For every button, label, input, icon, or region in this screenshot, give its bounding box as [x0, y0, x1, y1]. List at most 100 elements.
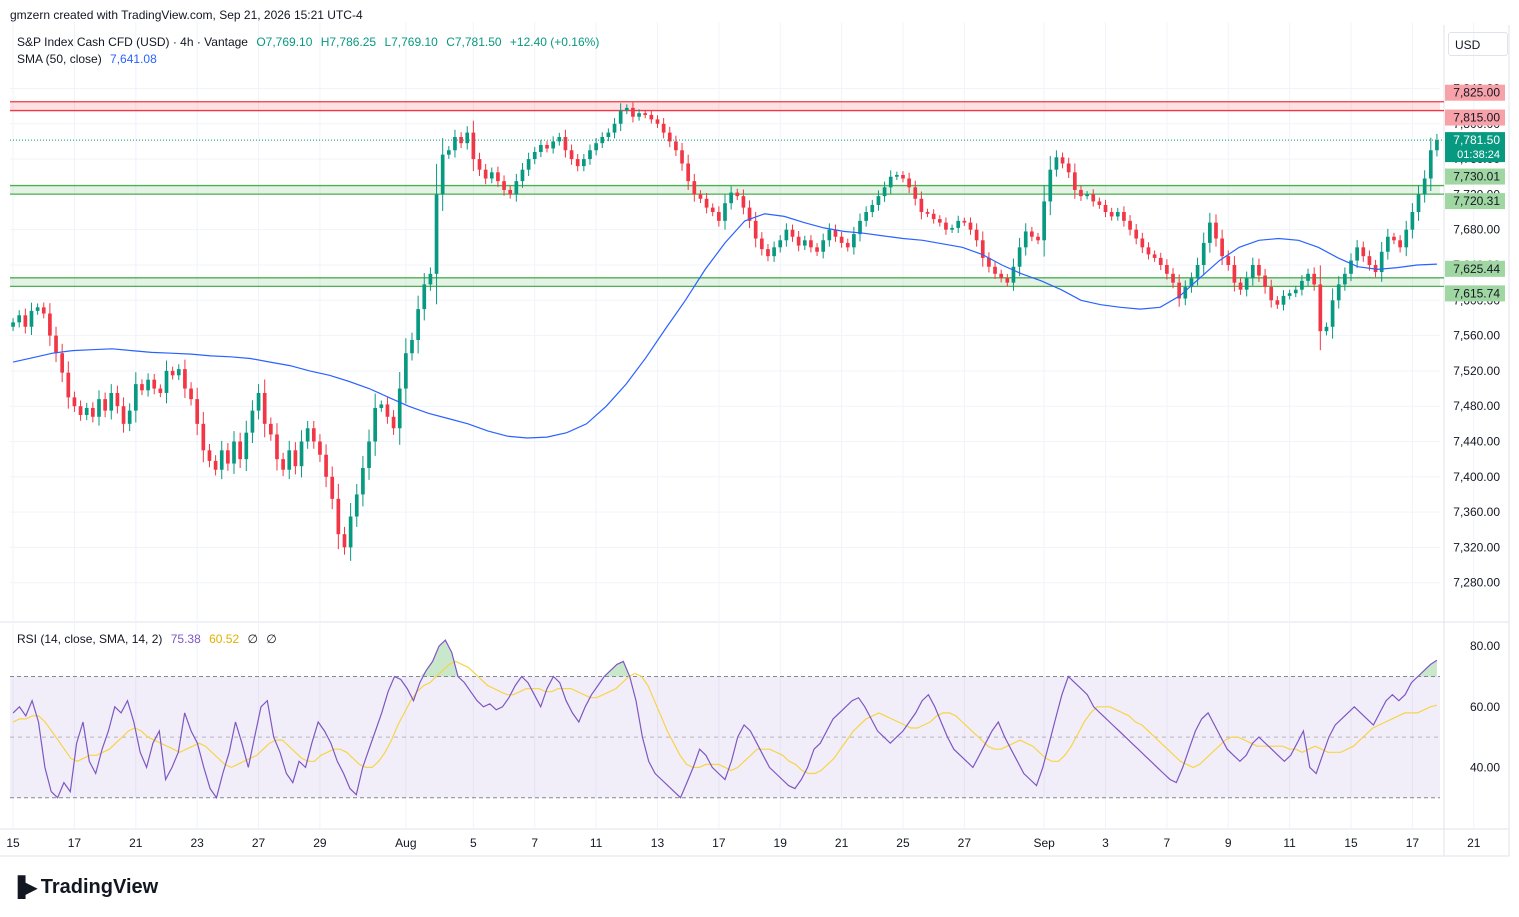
candle-body [575, 159, 580, 167]
x-tick-label: 7 [1164, 836, 1171, 850]
candle-body [91, 407, 95, 417]
candle-body [1085, 194, 1089, 197]
rsi-tick-label: 60.00 [1470, 700, 1500, 714]
candle-body [999, 273, 1004, 279]
y-tick-label: 7,560.00 [1453, 329, 1500, 343]
ohlc-low: L7,769.10 [384, 35, 438, 49]
candle-body [213, 460, 218, 470]
candle-body [354, 494, 359, 517]
candle-body [1030, 231, 1034, 237]
candle-body [508, 189, 513, 195]
currency-selector[interactable]: USD [1448, 32, 1508, 56]
candle-body [262, 392, 267, 424]
candle-body [600, 137, 605, 144]
candle-body [1373, 264, 1378, 273]
candle-body [1109, 212, 1114, 217]
rsi-legend[interactable]: RSI (14, close, SMA, 14, 2) 75.38 60.52 … [17, 632, 282, 646]
candle-body [661, 123, 666, 133]
candle-body [612, 123, 617, 133]
candle-body [29, 310, 34, 327]
candle-body [833, 229, 838, 237]
rsi-overbought-fill [610, 664, 617, 677]
candle-body [477, 159, 482, 170]
candle-body [624, 107, 629, 111]
candle-body [1336, 284, 1341, 301]
candle-body [311, 428, 316, 442]
candle-body [84, 407, 89, 416]
candle-body [410, 340, 414, 354]
x-tick-label: 17 [712, 836, 726, 850]
candle-body [563, 137, 568, 151]
candle-body [256, 392, 261, 411]
candle-body [397, 388, 402, 429]
x-tick-label: 21 [1467, 836, 1481, 850]
candle-body [391, 416, 396, 429]
candle-body [41, 307, 46, 314]
rsi-overbought-fill [432, 646, 439, 677]
candle-body [1011, 266, 1016, 283]
candle-body [790, 229, 795, 237]
candle-body [1036, 236, 1040, 241]
tradingview-logo[interactable]: ▐▶ TradingView [10, 875, 158, 899]
candle-body [146, 379, 150, 391]
candle-body [1250, 264, 1255, 279]
rsi-overbought-fill [445, 640, 452, 677]
x-tick-label: 19 [774, 836, 788, 850]
candle-body [226, 450, 230, 464]
candle-body [802, 240, 807, 246]
candle-body [127, 410, 132, 424]
candle-body [1146, 247, 1151, 255]
candle-body [1140, 238, 1145, 248]
candle-body [1287, 293, 1292, 296]
candle-body [1054, 157, 1059, 170]
candle-body [459, 137, 463, 144]
price-labels: 7,825.00 7,815.00 7,730.01 7,720.31 7,625.44… [10, 84, 1505, 302]
y-tick-label: 7,400.00 [1453, 470, 1500, 484]
candle-body [741, 196, 746, 208]
candle-body [299, 441, 304, 467]
candle-body [11, 322, 15, 327]
rsi-tick-label: 80.00 [1470, 639, 1500, 653]
candle-body [735, 192, 740, 197]
candle-body [1189, 278, 1194, 288]
x-tick-label: 11 [1283, 836, 1296, 850]
candle-body [1367, 256, 1372, 265]
last-price-tag [1445, 132, 1505, 163]
sma-legend[interactable]: SMA (50, close) 7,641.08 [17, 52, 162, 66]
candle-body [1422, 178, 1427, 195]
candle-body [97, 399, 101, 417]
candle-body [483, 169, 488, 179]
symbol-legend[interactable]: S&P Index Cash CFD (USD) · 4h · Vantage … [17, 35, 604, 49]
candle-body [753, 220, 758, 239]
candle-body [281, 459, 285, 470]
candle-body [1385, 236, 1390, 252]
bar-countdown-label: 01:38:24 [1457, 149, 1500, 161]
candle-body [704, 198, 709, 208]
x-tick-label: 9 [1225, 836, 1232, 850]
candle-body [1269, 287, 1274, 301]
candle-body [1158, 257, 1163, 265]
candle-body [1275, 300, 1280, 305]
candle-body [925, 212, 930, 214]
zone-price-tag [1445, 84, 1505, 101]
candle-body [152, 379, 157, 389]
candle-body [183, 369, 187, 389]
candle-body [1066, 163, 1071, 173]
candle-body [686, 163, 691, 182]
x-tick-label: 29 [313, 836, 327, 850]
candle-body [1134, 229, 1139, 239]
zone-support [10, 185, 1440, 195]
zone-price-label: 7,815.00 [1453, 111, 1500, 125]
candle-body [1226, 256, 1231, 265]
candle-body [465, 132, 470, 144]
candle-body [1312, 273, 1317, 285]
tradingview-logo-text: TradingView [40, 875, 159, 898]
candle-body [643, 113, 648, 115]
y-tick-label: 7,360.00 [1453, 505, 1500, 519]
y-tick-label: 7,440.00 [1453, 434, 1500, 448]
x-tick-label: 11 [590, 836, 603, 850]
candle-body [649, 114, 654, 120]
candle-body [1343, 273, 1347, 285]
candle-body [956, 220, 961, 228]
